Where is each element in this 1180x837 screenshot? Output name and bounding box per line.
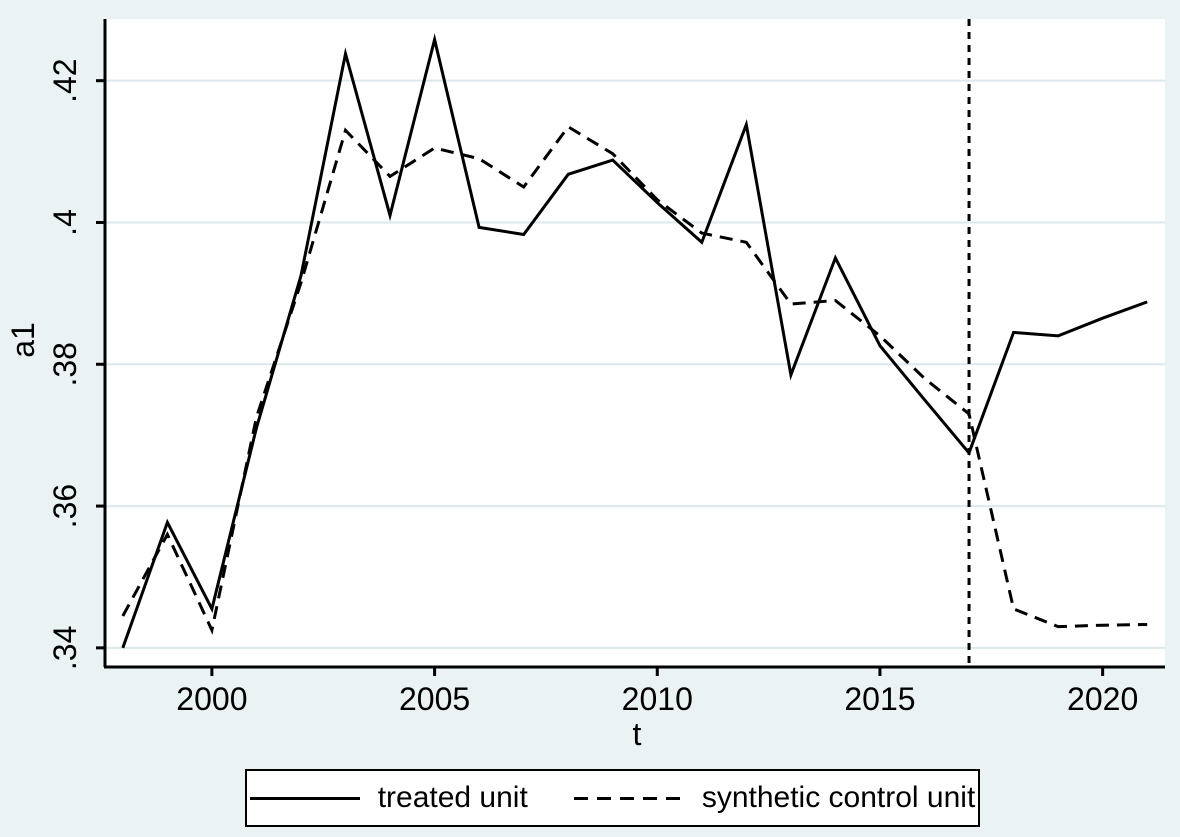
plot-svg: .34 .36 .38 .4 .42 2000 2005 2010 2015 2020 a1 t [5, 19, 1165, 752]
series-line-dashed [121, 124, 1148, 635]
legend-label-synthetic: synthetic control unit [701, 781, 976, 814]
y-tick-label: .4 [47, 209, 83, 236]
legend-label-treated: treated unit [377, 781, 528, 814]
axis-tick-labels: .34 .36 .38 .4 .42 2000 2005 2010 2015 2020 [47, 58, 1138, 717]
x-tick-label: 2000 [176, 681, 247, 717]
x-axis-title: t [633, 716, 642, 752]
y-axis-title: a1 [5, 322, 41, 358]
solid-line-sample-icon [249, 796, 360, 800]
x-tick-label: 2015 [844, 681, 915, 717]
y-tick-label: .42 [47, 58, 83, 102]
data-series [121, 33, 1148, 649]
dashed-line-sample-icon [573, 796, 684, 800]
legend-item-treated: treated unit [249, 781, 528, 814]
legend-item-synthetic: synthetic control unit [573, 781, 976, 814]
x-tick-label: 2005 [399, 681, 470, 717]
legend: treated unit synthetic control unit [245, 769, 980, 827]
gridlines [105, 79, 1165, 649]
series-line-solid [121, 33, 1148, 649]
x-tick-label: 2020 [1067, 681, 1138, 717]
y-tick-label: .34 [47, 626, 83, 670]
x-tick-label: 2010 [622, 681, 693, 717]
y-tick-label: .36 [47, 484, 83, 528]
y-tick-label: .38 [47, 342, 83, 386]
